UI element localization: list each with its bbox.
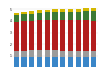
Bar [91, 57, 96, 67]
Bar [68, 51, 73, 57]
Bar [52, 12, 58, 20]
Bar [21, 57, 27, 67]
Bar [52, 9, 58, 12]
Bar [83, 57, 89, 67]
Bar [44, 57, 50, 67]
Bar [68, 9, 73, 12]
Bar [21, 14, 27, 21]
Bar [14, 13, 19, 15]
Bar [91, 11, 96, 21]
Bar [14, 15, 19, 22]
Bar [21, 51, 27, 57]
Bar [37, 10, 42, 13]
Bar [44, 10, 50, 12]
Bar [76, 57, 81, 67]
Bar [76, 51, 81, 57]
Bar [14, 57, 19, 67]
Bar [44, 50, 50, 57]
Bar [52, 50, 58, 57]
Bar [29, 57, 34, 67]
Bar [68, 12, 73, 20]
Bar [83, 8, 89, 12]
Bar [52, 57, 58, 67]
Bar [21, 21, 27, 51]
Bar [52, 20, 58, 50]
Bar [83, 12, 89, 20]
Bar [29, 50, 34, 57]
Bar [83, 51, 89, 57]
Bar [44, 12, 50, 20]
Bar [37, 50, 42, 57]
Bar [60, 51, 66, 57]
Bar [83, 20, 89, 51]
Bar [29, 14, 34, 21]
Bar [68, 57, 73, 67]
Bar [91, 8, 96, 11]
Bar [91, 21, 96, 51]
Bar [21, 12, 27, 14]
Bar [76, 9, 81, 12]
Bar [14, 22, 19, 51]
Bar [60, 20, 66, 51]
Bar [76, 12, 81, 20]
Bar [37, 20, 42, 50]
Bar [37, 57, 42, 67]
Bar [60, 57, 66, 67]
Bar [29, 11, 34, 14]
Bar [44, 20, 50, 50]
Bar [68, 20, 73, 51]
Bar [37, 13, 42, 20]
Bar [91, 51, 96, 57]
Bar [60, 12, 66, 20]
Bar [29, 21, 34, 50]
Bar [14, 51, 19, 57]
Bar [76, 20, 81, 51]
Bar [60, 9, 66, 12]
